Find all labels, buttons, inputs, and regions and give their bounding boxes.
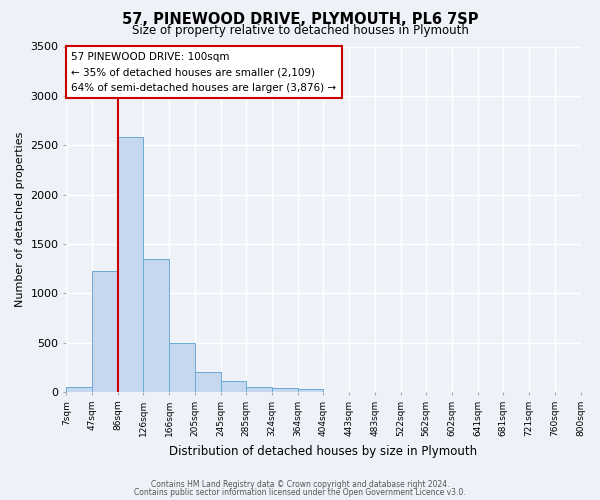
Bar <box>118 138 143 392</box>
Bar <box>195 372 221 392</box>
Bar <box>92 270 118 392</box>
Text: 57 PINEWOOD DRIVE: 100sqm
← 35% of detached houses are smaller (2,109)
64% of se: 57 PINEWOOD DRIVE: 100sqm ← 35% of detac… <box>71 52 337 93</box>
Text: 57, PINEWOOD DRIVE, PLYMOUTH, PL6 7SP: 57, PINEWOOD DRIVE, PLYMOUTH, PL6 7SP <box>122 12 478 28</box>
Bar <box>298 389 323 392</box>
Bar <box>272 388 298 392</box>
X-axis label: Distribution of detached houses by size in Plymouth: Distribution of detached houses by size … <box>169 444 478 458</box>
Y-axis label: Number of detached properties: Number of detached properties <box>15 132 25 307</box>
Text: Contains HM Land Registry data © Crown copyright and database right 2024.: Contains HM Land Registry data © Crown c… <box>151 480 449 489</box>
Bar <box>169 343 195 392</box>
Text: Contains public sector information licensed under the Open Government Licence v3: Contains public sector information licen… <box>134 488 466 497</box>
Bar <box>246 387 272 392</box>
Text: Size of property relative to detached houses in Plymouth: Size of property relative to detached ho… <box>131 24 469 37</box>
Bar <box>143 259 169 392</box>
Bar <box>221 382 246 392</box>
Bar <box>67 387 92 392</box>
